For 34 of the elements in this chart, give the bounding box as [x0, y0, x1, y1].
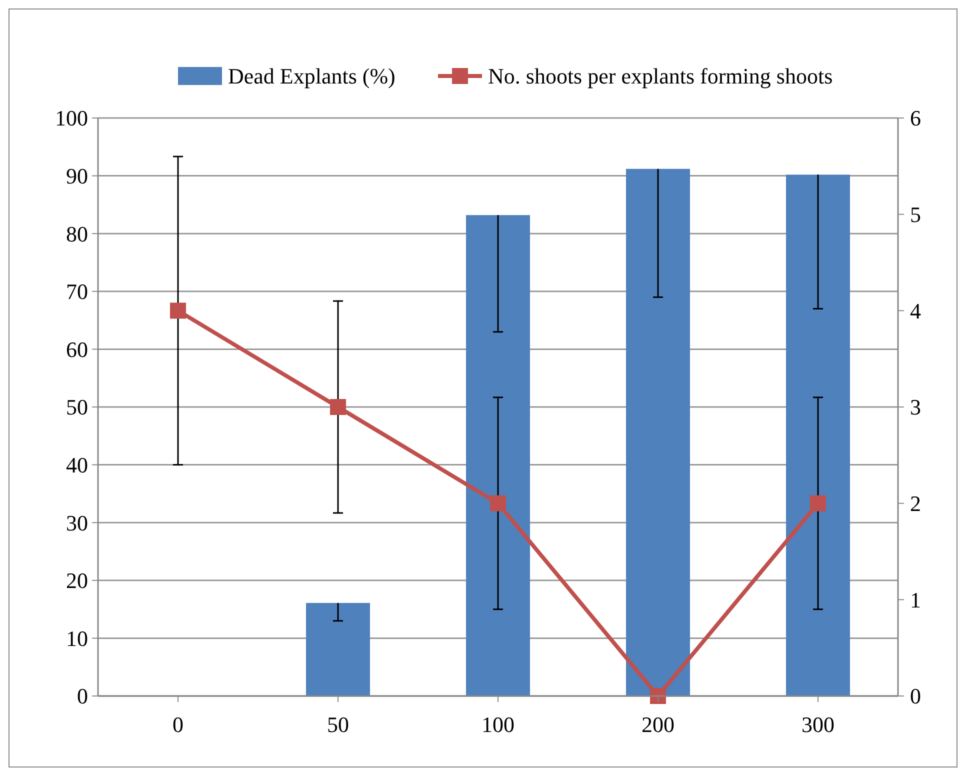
- y2-tick-label: 5: [910, 202, 921, 228]
- y2-tick-label: 3: [910, 394, 921, 420]
- point: [490, 495, 506, 512]
- point: [170, 302, 186, 319]
- bar: [786, 174, 850, 696]
- y2-tick-label: 1: [910, 587, 921, 612]
- y-tick-label: 60: [66, 336, 88, 362]
- y-tick-label: 20: [66, 568, 88, 594]
- y-tick-label: 90: [66, 164, 88, 188]
- legend-label: No. shoots per explants forming shoots: [488, 64, 833, 89]
- bar: [466, 215, 530, 696]
- y-tick-label: 0: [77, 684, 88, 709]
- x-tick-label: 100: [482, 712, 514, 737]
- x-tick-label: 300: [802, 712, 834, 737]
- y2-tick-label: 4: [910, 298, 921, 324]
- x-tick-label: 200: [642, 712, 674, 737]
- y-tick-label: 40: [66, 452, 88, 478]
- y2-tick-label: 0: [910, 684, 921, 709]
- bar: [306, 602, 370, 696]
- y-tick-label: 100: [55, 106, 88, 131]
- y-tick-label: 30: [66, 510, 88, 536]
- x-tick-label: 50: [327, 712, 349, 737]
- legend-label: Dead Explants (%): [228, 64, 396, 89]
- y-tick-label: 50: [66, 394, 88, 420]
- y2-tick-label: 6: [910, 106, 921, 131]
- point: [330, 399, 346, 415]
- point: [810, 495, 826, 512]
- bar: [626, 168, 690, 696]
- y-tick-label: 70: [66, 279, 88, 304]
- y-tick-label: 10: [66, 626, 88, 651]
- y2-tick-label: 2: [910, 491, 921, 516]
- y-tick-label: 80: [66, 221, 88, 246]
- point: [650, 688, 666, 704]
- x-tick-label: 0: [172, 712, 184, 737]
